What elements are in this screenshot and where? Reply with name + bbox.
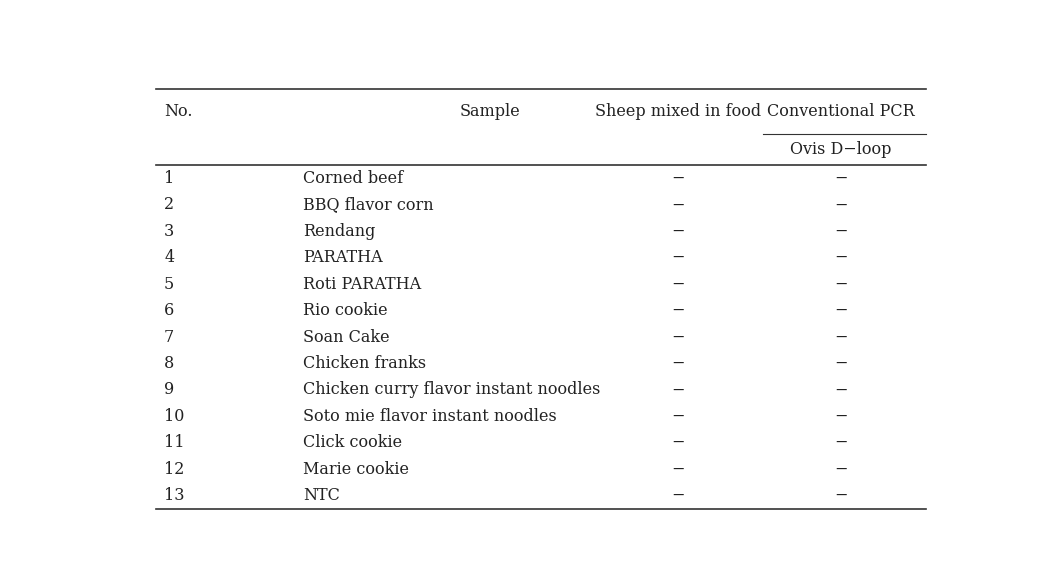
Text: 2: 2	[164, 197, 175, 214]
Text: 12: 12	[164, 461, 184, 478]
Text: −: −	[834, 434, 848, 451]
Text: −: −	[671, 355, 685, 372]
Text: Marie cookie: Marie cookie	[303, 461, 409, 478]
Text: 7: 7	[164, 329, 175, 346]
Text: Roti PARATHA: Roti PARATHA	[303, 276, 421, 293]
Text: Conventional PCR: Conventional PCR	[767, 103, 914, 120]
Text: −: −	[671, 487, 685, 504]
Text: −: −	[671, 382, 685, 399]
Text: Sample: Sample	[460, 103, 521, 120]
Text: Rendang: Rendang	[303, 223, 376, 240]
Text: −: −	[671, 223, 685, 240]
Text: −: −	[834, 461, 848, 478]
Text: −: −	[834, 408, 848, 425]
Text: Rio cookie: Rio cookie	[303, 302, 387, 319]
Text: NTC: NTC	[303, 487, 340, 504]
Text: −: −	[834, 223, 848, 240]
Text: −: −	[671, 276, 685, 293]
Text: Sheep mixed in food: Sheep mixed in food	[594, 103, 761, 120]
Text: 11: 11	[164, 434, 184, 451]
Text: Chicken franks: Chicken franks	[303, 355, 426, 372]
Text: 13: 13	[164, 487, 184, 504]
Text: 1: 1	[164, 170, 175, 187]
Text: −: −	[671, 461, 685, 478]
Text: Soan Cake: Soan Cake	[303, 329, 389, 346]
Text: Click cookie: Click cookie	[303, 434, 402, 451]
Text: BBQ flavor corn: BBQ flavor corn	[303, 197, 433, 214]
Text: −: −	[834, 382, 848, 399]
Text: Soto mie flavor instant noodles: Soto mie flavor instant noodles	[303, 408, 557, 425]
Text: Chicken curry flavor instant noodles: Chicken curry flavor instant noodles	[303, 382, 600, 399]
Text: 8: 8	[164, 355, 175, 372]
Text: −: −	[671, 197, 685, 214]
Text: −: −	[671, 329, 685, 346]
Text: −: −	[834, 487, 848, 504]
Text: −: −	[671, 302, 685, 319]
Text: −: −	[671, 249, 685, 266]
Text: 5: 5	[164, 276, 175, 293]
Text: −: −	[834, 355, 848, 372]
Text: −: −	[834, 276, 848, 293]
Text: 10: 10	[164, 408, 184, 425]
Text: −: −	[834, 329, 848, 346]
Text: Ovis D−loop: Ovis D−loop	[790, 141, 891, 158]
Text: 6: 6	[164, 302, 175, 319]
Text: −: −	[671, 170, 685, 187]
Text: −: −	[834, 249, 848, 266]
Text: 9: 9	[164, 382, 175, 399]
Text: PARATHA: PARATHA	[303, 249, 382, 266]
Text: −: −	[834, 170, 848, 187]
Text: Corned beef: Corned beef	[303, 170, 403, 187]
Text: −: −	[834, 302, 848, 319]
Text: −: −	[671, 408, 685, 425]
Text: −: −	[834, 197, 848, 214]
Text: 3: 3	[164, 223, 175, 240]
Text: −: −	[671, 434, 685, 451]
Text: 4: 4	[164, 249, 175, 266]
Text: No.: No.	[164, 103, 193, 120]
